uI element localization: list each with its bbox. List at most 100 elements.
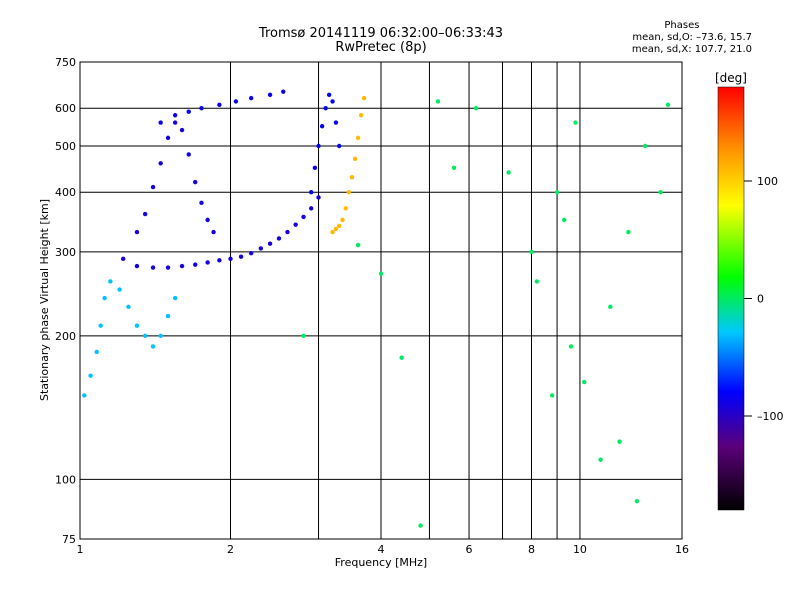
x-tick-label: 10 (573, 543, 587, 556)
x-tick-label: 2 (227, 543, 234, 556)
data-point (285, 229, 290, 235)
data-point (142, 211, 148, 217)
colorbar-tick-label: 100 (757, 175, 778, 188)
data-point (361, 95, 367, 101)
x-axis-label: Frequency [MHz] (335, 556, 427, 569)
grid-lines (80, 62, 682, 539)
data-point (573, 120, 578, 125)
data-point (186, 109, 191, 114)
data-point (473, 106, 479, 111)
colorbar-ticks: 100 0 –100 (744, 175, 784, 423)
data-point (617, 439, 622, 444)
x-tick-label: 4 (378, 543, 385, 556)
data-point (258, 246, 264, 251)
data-point (248, 95, 254, 101)
data-point (172, 120, 178, 125)
data-point (340, 217, 345, 223)
data-point (349, 175, 355, 180)
y-tick-label: 300 (55, 246, 76, 259)
x-tick-label: 6 (466, 543, 473, 556)
data-point (82, 393, 87, 398)
data-point (326, 92, 332, 98)
data-point (211, 229, 216, 235)
data-point (337, 223, 342, 229)
data-point (126, 304, 131, 310)
data-point (281, 89, 286, 94)
data-point (549, 393, 555, 398)
data-point (179, 263, 185, 269)
data-point (150, 344, 156, 349)
data-point (158, 333, 163, 339)
data-point (506, 170, 511, 175)
data-point (330, 99, 335, 104)
x-tick-label: 1 (77, 543, 84, 556)
data-point (316, 143, 321, 149)
data-point (568, 344, 574, 349)
data-point (228, 256, 233, 262)
data-point (217, 258, 222, 263)
data-point (598, 457, 603, 462)
data-point (333, 120, 339, 125)
data-point (165, 265, 171, 270)
data-point (199, 106, 204, 111)
data-point (355, 242, 361, 248)
data-point (333, 226, 339, 232)
y-tick-label: 100 (55, 473, 76, 486)
data-point (642, 143, 648, 149)
data-point (158, 120, 163, 125)
stats-heading: Phases (664, 20, 700, 31)
data-point (193, 262, 198, 267)
data-point (399, 355, 404, 360)
data-point (308, 206, 314, 211)
data-point (108, 279, 113, 284)
data-point (98, 323, 103, 328)
data-point (293, 222, 298, 227)
y-tick-label: 600 (55, 102, 76, 115)
y-tick-label: 200 (55, 330, 76, 343)
data-point (529, 249, 534, 255)
data-point (658, 190, 663, 195)
data-point (378, 271, 384, 276)
data-point (172, 113, 178, 118)
data-point (193, 179, 198, 185)
data-point (248, 251, 254, 256)
colorbar (717, 86, 745, 511)
data-point (343, 206, 348, 211)
data-point (534, 279, 540, 284)
data-point (319, 124, 325, 129)
stats-x-mode: mean, sd,X: 107.7, 21.0 (631, 44, 752, 55)
data-point (217, 102, 222, 108)
data-point (134, 263, 140, 269)
data-points (82, 89, 671, 528)
data-point (102, 295, 107, 301)
data-point (626, 229, 631, 235)
data-point (554, 190, 560, 195)
data-point (330, 229, 335, 235)
data-point (312, 165, 318, 171)
data-point (150, 265, 156, 270)
data-point (323, 106, 328, 111)
y-tick-label: 75 (62, 533, 76, 546)
data-point (352, 156, 358, 162)
data-point (451, 165, 457, 171)
data-point (120, 256, 126, 262)
colorbar-label: [deg] (715, 71, 747, 85)
data-point (337, 143, 342, 149)
data-point (134, 229, 140, 235)
data-point (186, 152, 191, 157)
data-point (165, 135, 171, 141)
data-point (346, 190, 352, 195)
stats-o-mode: mean, sd,O: –73.6, 15.7 (632, 32, 752, 43)
y-axis-label: Stationary phase Virtual Height [km] (38, 199, 51, 401)
data-point (150, 184, 156, 190)
data-point (134, 323, 140, 328)
data-point (561, 217, 567, 223)
data-point (634, 499, 640, 504)
data-point (608, 304, 613, 310)
data-point (205, 217, 210, 223)
data-point (316, 195, 321, 200)
stats-panel: Phases mean, sd,O: –73.6, 15.7 mean, sd,… (632, 20, 752, 56)
data-point (238, 254, 244, 259)
data-point (117, 287, 122, 292)
